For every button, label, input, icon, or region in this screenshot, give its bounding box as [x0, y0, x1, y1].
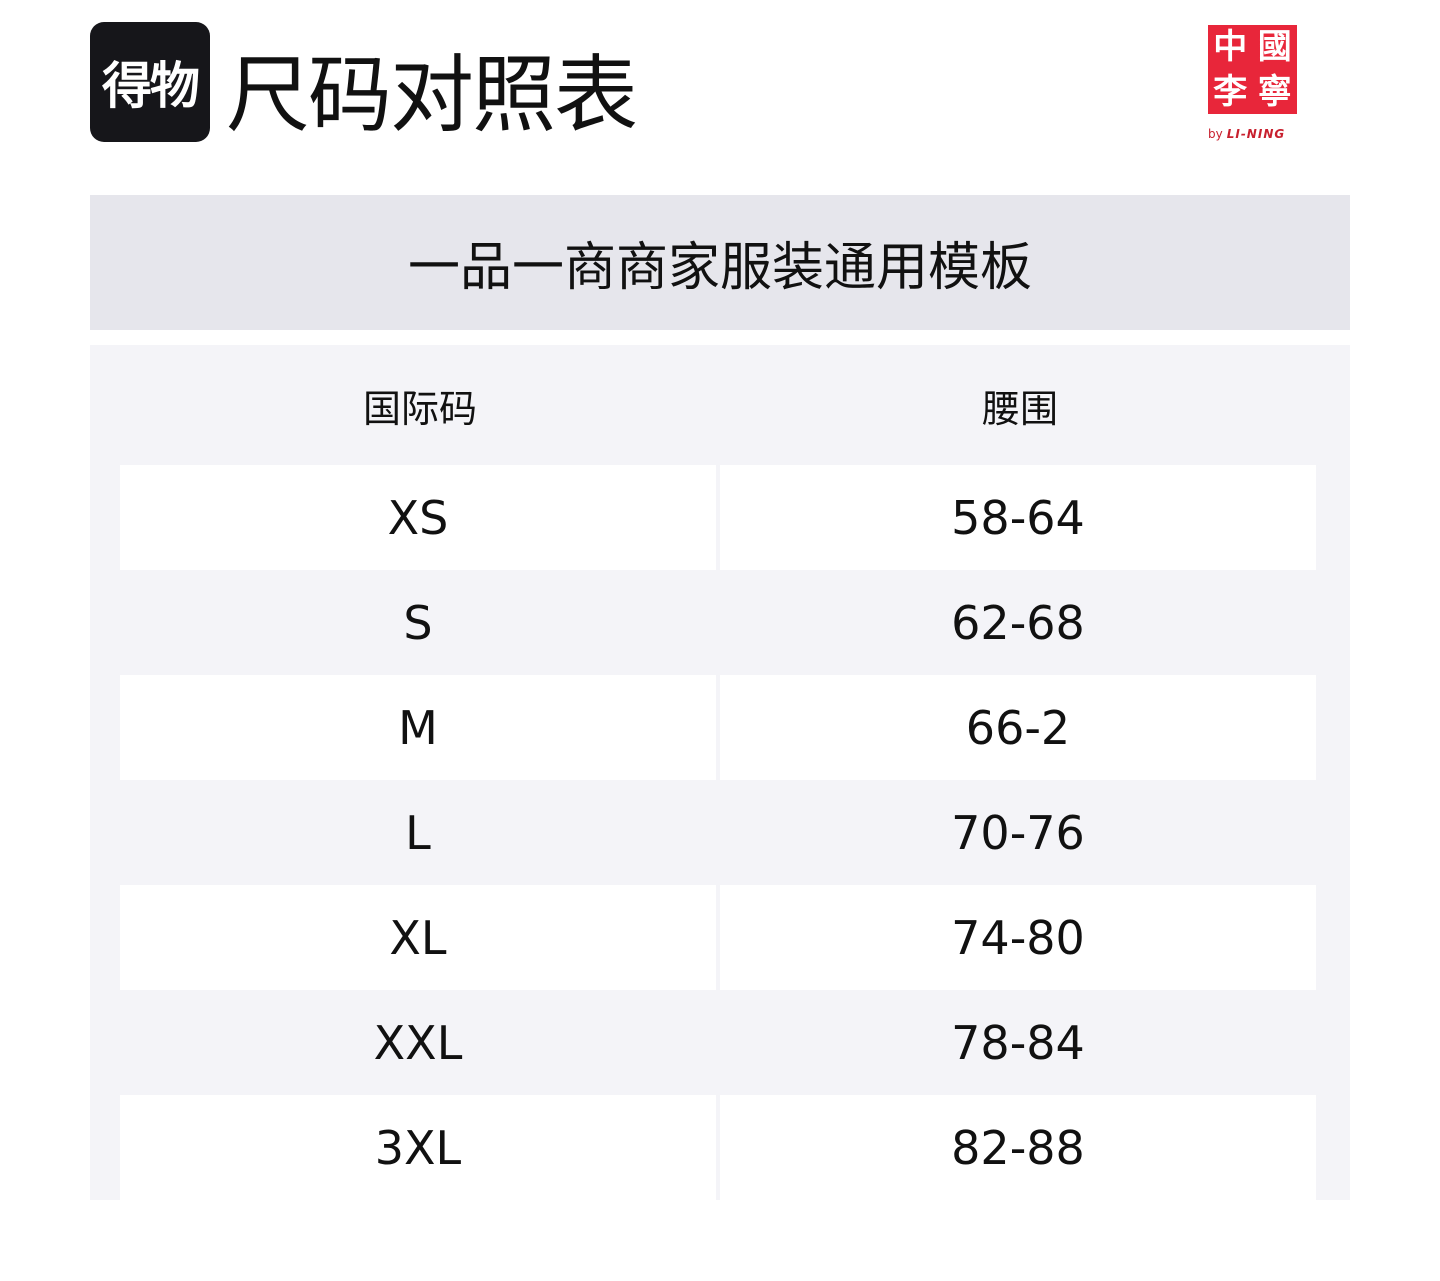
- by-text: by: [1208, 127, 1223, 141]
- size-cell: S: [403, 595, 433, 650]
- size-cell: L: [405, 805, 431, 860]
- size-cell: M: [120, 675, 716, 780]
- table-row: M 66-2: [90, 675, 1350, 780]
- brand-byline: by LI-NING: [1208, 127, 1285, 141]
- waist-cell: 70-76: [951, 805, 1085, 860]
- template-banner: 一品一商商家服装通用模板: [90, 195, 1350, 330]
- table-row: 3XL 82-88: [90, 1095, 1350, 1200]
- table-header: 国际码 腰围: [90, 345, 1350, 465]
- table-row: XXL 78-84: [90, 990, 1350, 1095]
- waist-cell: 62-68: [951, 595, 1085, 650]
- table-row: XL 74-80: [90, 885, 1350, 990]
- size-cell: 3XL: [120, 1095, 716, 1200]
- table-row: S 62-68: [90, 570, 1350, 675]
- column-header-waist: 腰围: [981, 386, 1058, 431]
- dewu-logo: 得物: [90, 22, 210, 142]
- table-row: XS 58-64: [90, 465, 1350, 570]
- logo-char: 中: [1213, 27, 1248, 68]
- waist-cell: 78-84: [951, 1015, 1085, 1070]
- size-table: 国际码 腰围 XS 58-64 S 62-68 M 66-2 L 70-76 XL 74-80 XX…: [90, 345, 1350, 1200]
- brand-name: LI-NING: [1226, 127, 1286, 141]
- logo-text: 得物: [102, 57, 200, 115]
- size-cell: XL: [120, 885, 716, 990]
- waist-cell: 66-2: [720, 675, 1316, 780]
- logo-char: 寧: [1257, 71, 1292, 112]
- waist-cell: 58-64: [720, 465, 1316, 570]
- table-row: L 70-76: [90, 780, 1350, 885]
- logo-char: 國: [1257, 27, 1292, 68]
- page-title: 尺码对照表: [226, 46, 638, 144]
- li-ning-logo: 中 國 李 寧: [1208, 25, 1297, 114]
- waist-cell: 82-88: [720, 1095, 1316, 1200]
- column-header-size: 国际码: [362, 386, 477, 431]
- size-cell: XS: [120, 465, 716, 570]
- logo-char: 李: [1213, 71, 1248, 112]
- waist-cell: 74-80: [720, 885, 1316, 990]
- size-cell: XXL: [373, 1015, 463, 1070]
